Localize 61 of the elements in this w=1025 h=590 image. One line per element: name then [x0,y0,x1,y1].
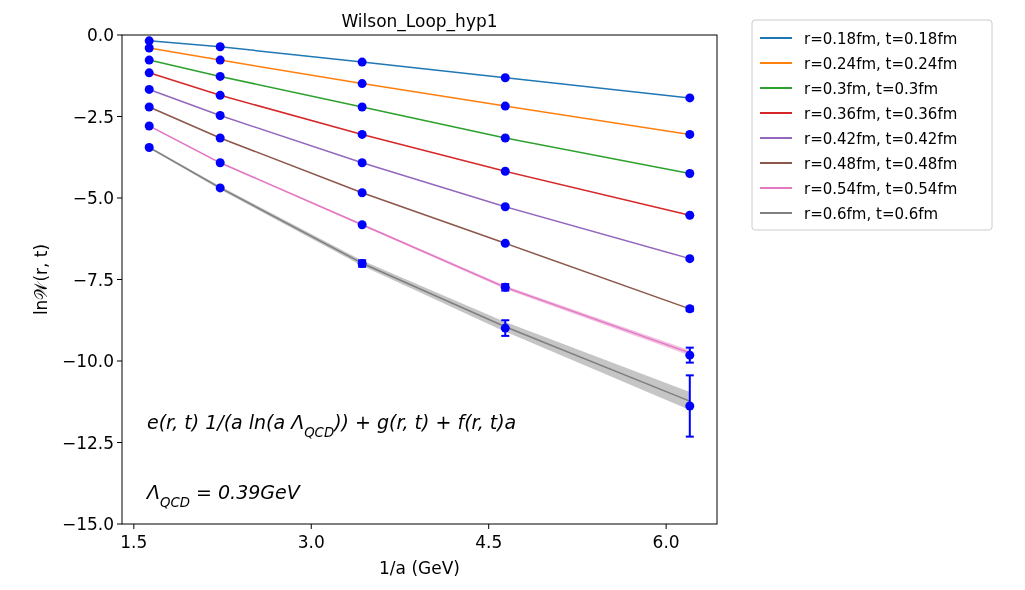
y-tick-label: −12.5 [61,432,114,453]
legend-label: r=0.6fm, t=0.6fm [804,205,939,223]
y-tick-label: −5.0 [72,188,114,208]
point [357,102,367,112]
point [685,254,695,264]
y-tick-label: −7.5 [72,269,114,290]
point [357,129,367,139]
point [685,350,695,360]
x-tick-label: 3.0 [297,532,325,552]
point [215,71,225,81]
x-tick-label: 4.5 [475,532,503,552]
legend-label: r=0.54fm, t=0.54fm [804,180,958,198]
point [144,68,154,78]
point [357,158,367,168]
point [500,101,510,111]
y-tick-label: 0.0 [86,25,114,45]
annotation: e(r, t) 1/(a ln(a Λ$_{QCD}$)) + g(r, t) + f(r, t)a [147,411,517,440]
point [357,57,367,67]
legend-label: r=0.42fm, t=0.42fm [804,130,958,148]
point [685,210,695,220]
y-tick-label: −2.5 [72,106,114,127]
point [685,169,695,179]
annotation: Λ$_{QCD}$ = 0.39GeV [145,481,302,510]
x-axis-title: 1/a (GeV) [379,558,460,578]
point [144,121,154,131]
point [357,220,367,230]
point [215,55,225,65]
legend-label: r=0.36fm, t=0.36fm [804,105,958,123]
point [500,238,510,248]
point [144,36,154,46]
legend-label: r=0.24fm, t=0.24fm [804,55,958,73]
point [144,142,154,152]
legend-label: r=0.3fm, t=0.3fm [804,80,939,98]
point [215,183,225,193]
y-tick-label: −15.0 [61,514,114,534]
point [685,129,695,139]
point [685,93,695,103]
point [215,133,225,143]
legend-label: r=0.48fm, t=0.48fm [804,155,958,173]
point [500,73,510,83]
x-tick-label: 1.5 [120,532,148,552]
point [215,158,225,168]
point [144,84,154,94]
point [215,111,225,121]
point [215,90,225,100]
point [357,188,367,198]
point [144,55,154,65]
legend-label: r=0.18fm, t=0.18fm [804,30,958,48]
point [215,42,225,52]
point [500,323,510,333]
point [500,166,510,176]
point [500,133,510,143]
x-tick-label: 6.0 [652,532,680,552]
point [357,79,367,89]
chart-title: Wilson_Loop_hyp1 [341,11,498,32]
y-axis-title: ln𝒲(r, t) [31,243,51,316]
y-tick-label: −10.0 [61,351,114,371]
point [144,43,154,53]
point [685,401,695,411]
point [500,202,510,212]
point [144,102,154,112]
